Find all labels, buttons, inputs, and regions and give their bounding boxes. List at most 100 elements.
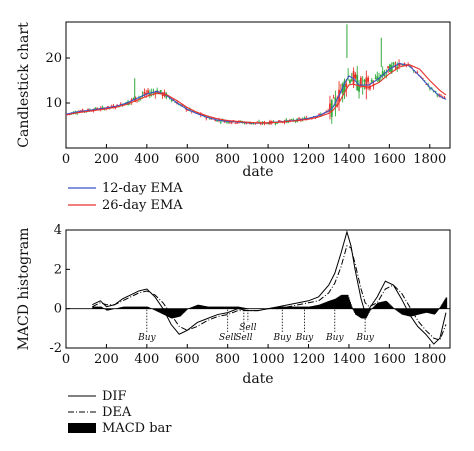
macd-bar xyxy=(431,308,433,314)
candle-body xyxy=(259,123,262,125)
annotation-label: Sell xyxy=(235,333,252,343)
dea-line xyxy=(92,245,447,341)
macd-bar xyxy=(216,306,219,309)
macd-bar xyxy=(236,306,239,309)
candle-body xyxy=(370,79,373,83)
macd-bar xyxy=(242,307,245,309)
macd-bar xyxy=(230,306,233,309)
annotation-label: Buy xyxy=(325,333,344,343)
macd-bar xyxy=(291,306,293,309)
macd-bar xyxy=(408,308,410,317)
macd-bar xyxy=(345,294,347,309)
macd-bar xyxy=(224,306,226,309)
macd-bar xyxy=(222,306,225,309)
macd-bar xyxy=(421,308,423,314)
macd-bar xyxy=(422,308,424,314)
macd-bar xyxy=(170,308,173,319)
macd-bar xyxy=(350,304,352,309)
macd-bar xyxy=(307,306,309,309)
macd-bar xyxy=(387,302,389,309)
candle-body xyxy=(116,104,119,106)
macd-bar xyxy=(208,306,211,309)
macd-bar xyxy=(377,302,380,309)
macd-bar xyxy=(388,304,391,309)
dif-line xyxy=(92,230,447,345)
macd-bar xyxy=(369,308,372,311)
macd-bar xyxy=(339,295,342,309)
macd-bar xyxy=(232,306,235,309)
macd-bar xyxy=(383,301,385,309)
macd-bar xyxy=(316,305,318,309)
macd-bar xyxy=(131,306,133,309)
candle-body xyxy=(367,77,370,82)
macd-bar xyxy=(384,301,386,309)
macd-bar xyxy=(148,307,151,309)
macd-bar xyxy=(355,308,357,315)
macd-bar xyxy=(357,308,360,317)
candle-body xyxy=(374,78,377,80)
macd-bar xyxy=(327,301,330,309)
macd-bar xyxy=(418,308,420,315)
macd-bar xyxy=(241,307,243,309)
legend-swatch-macd-bar xyxy=(68,423,96,433)
macd-bar xyxy=(426,308,428,313)
macd-bar xyxy=(294,306,296,309)
macd-bar xyxy=(324,302,326,309)
candle-body xyxy=(130,99,133,102)
macd-bar xyxy=(135,306,138,309)
macd-bar xyxy=(291,306,294,309)
macd-bar xyxy=(93,306,95,309)
macd-bar xyxy=(435,308,438,312)
candle-body xyxy=(230,122,233,124)
macd-bar xyxy=(156,308,158,312)
macd-bar xyxy=(315,305,317,309)
macd-bar xyxy=(152,308,154,310)
candle-body xyxy=(187,110,189,111)
x-tick-label: 1200 xyxy=(292,352,325,367)
macd-bar xyxy=(314,305,317,309)
macd-bar xyxy=(436,308,439,311)
macd-bar xyxy=(402,308,405,315)
macd-bar xyxy=(313,305,316,309)
macd-bar xyxy=(388,303,390,309)
candle-body xyxy=(214,119,217,122)
macd-bar xyxy=(228,306,230,309)
macd-bar xyxy=(378,302,381,309)
macd-bar xyxy=(185,308,187,311)
x-tick-label: 600 xyxy=(175,152,200,167)
macd-bar xyxy=(428,308,431,314)
macd-bar xyxy=(203,305,205,309)
macd-bar xyxy=(282,306,284,309)
macd-bar xyxy=(416,308,419,315)
candle-body xyxy=(425,84,428,86)
legend-label-dif: DIF xyxy=(102,389,127,404)
macd-bar xyxy=(403,308,406,316)
bottom-x-axis-label: date xyxy=(242,371,273,387)
macd-bar xyxy=(435,308,437,313)
macd-bar xyxy=(210,306,212,309)
candle-body xyxy=(443,97,446,99)
macd-bar xyxy=(409,308,411,317)
candle-body xyxy=(352,71,355,84)
candle-body xyxy=(181,104,184,106)
macd-bar xyxy=(106,308,109,311)
candle-body xyxy=(196,112,199,114)
x-tick-label: 400 xyxy=(134,352,159,367)
x-tick-label: 1400 xyxy=(332,352,365,367)
macd-bar xyxy=(281,306,284,309)
macd-bar xyxy=(220,306,223,309)
macd-bar xyxy=(297,306,300,309)
macd-bar xyxy=(123,306,126,309)
macd-bar xyxy=(341,294,343,309)
macd-bar xyxy=(419,308,422,315)
candle-body xyxy=(329,103,331,112)
macd-bar xyxy=(371,307,374,309)
macd-bar xyxy=(406,308,409,316)
candle-body xyxy=(298,118,300,120)
macd-bar xyxy=(329,300,332,309)
macd-bar xyxy=(284,306,287,309)
macd-bar xyxy=(312,305,315,309)
candle-body xyxy=(143,92,146,96)
macd-bar xyxy=(296,306,299,309)
